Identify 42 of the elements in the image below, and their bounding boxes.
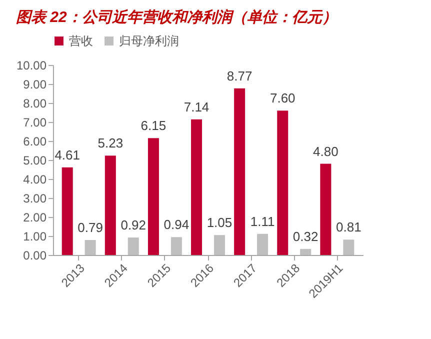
data-label: 7.14 (184, 99, 210, 114)
y-tick-label: 3.00 (23, 192, 47, 206)
bar (277, 110, 288, 255)
data-label: 0.32 (292, 228, 318, 244)
y-tick-label: 2.00 (23, 210, 47, 224)
data-label: 1.11 (250, 214, 275, 229)
data-label: 8.77 (226, 68, 252, 84)
data-label: 0.79 (78, 220, 103, 235)
bar (84, 240, 96, 255)
bar (128, 238, 139, 255)
y-tick-label: 1.00 (23, 230, 47, 244)
data-label: 7.60 (270, 90, 296, 106)
data-label: 0.81 (336, 220, 362, 235)
bar (234, 88, 246, 255)
y-tick-label: 8.00 (23, 96, 47, 110)
data-label: 4.61 (54, 147, 80, 162)
y-tick-label: 5.00 (23, 154, 47, 168)
bar (104, 156, 116, 255)
y-tick-label: 9.00 (23, 78, 47, 92)
legend-label: 归母净利润 (119, 34, 179, 48)
bar (62, 167, 73, 255)
bar (214, 235, 225, 255)
legend-label: 营收 (69, 34, 93, 48)
y-tick-label: 7.00 (23, 116, 47, 130)
data-label: 5.23 (98, 136, 124, 151)
bar (320, 164, 332, 255)
bar (170, 237, 182, 255)
bar (148, 138, 159, 255)
bar (343, 240, 354, 255)
y-tick-label: 6.00 (23, 134, 47, 148)
chart-title: 图表 22：公司近年营收和净利润（单位：亿元） (16, 8, 337, 26)
y-tick-label: 0.00 (23, 248, 47, 262)
data-label: 1.05 (206, 215, 232, 230)
bar (191, 119, 202, 255)
y-tick-label: 10.00 (16, 58, 47, 72)
bar (257, 234, 268, 255)
data-label: 0.92 (120, 218, 146, 233)
data-label: 4.80 (313, 144, 338, 159)
data-label: 0.94 (164, 217, 190, 232)
bar (300, 248, 312, 255)
y-tick-label: 4.00 (23, 172, 47, 186)
data-label: 6.15 (140, 118, 166, 134)
